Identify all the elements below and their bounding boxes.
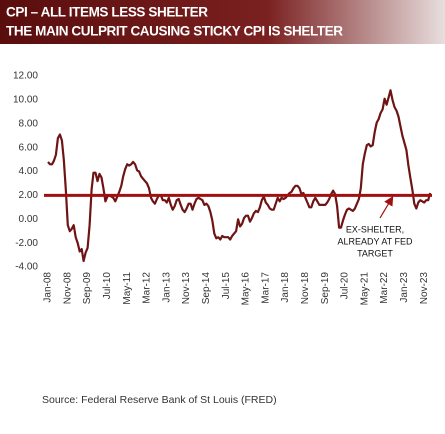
x-tick-label: Sep-14 — [201, 272, 212, 305]
x-tick-label: Jan-23 — [399, 272, 410, 303]
x-tick-label: Mar-12 — [142, 272, 153, 304]
x-tick-label: Nov-23 — [419, 272, 430, 305]
y-tick-label: 0.00 — [19, 214, 39, 225]
y-tick-label: 8.00 — [19, 118, 39, 129]
x-tick-label: Jan-08 — [43, 272, 54, 303]
x-tick-label: Jul-10 — [102, 272, 113, 300]
x-tick-label: May-21 — [359, 272, 370, 306]
annotation: EX-SHELTER, — [346, 224, 404, 234]
x-tick-label: Mar-17 — [260, 272, 271, 304]
header-band — [0, 0, 445, 44]
x-tick-label: Nov-13 — [181, 272, 192, 305]
arrow — [379, 195, 394, 219]
x-tick-label: May-11 — [122, 272, 133, 305]
x-tick-label: Nov-18 — [300, 272, 311, 305]
y-tick-label: 2.00 — [19, 190, 39, 201]
x-tick-label: Sep-09 — [82, 272, 93, 305]
title-line: THE MAIN CULPRIT CAUSING STICKY CPI IS S… — [6, 24, 343, 39]
y-tick-label: 6.00 — [19, 142, 39, 153]
y-tick-label: -4.00 — [15, 262, 38, 273]
x-tick-label: Jul-20 — [340, 272, 351, 300]
x-tick-label: May-16 — [241, 272, 252, 306]
x-tick-label: Mar-22 — [379, 272, 390, 304]
y-tick-label: 12.00 — [13, 71, 38, 82]
annotation: ALREADY AT FED — [337, 236, 413, 246]
x-tick-label: Jan-13 — [161, 272, 172, 303]
source: Source: Federal Reserve Bank of St Louis… — [42, 394, 277, 406]
title-line: CPI – ALL ITEMS LESS SHELTER — [6, 5, 208, 20]
x-tick-label: Jan-18 — [280, 272, 291, 303]
x-tick-label: Nov-08 — [62, 272, 73, 305]
annotation: TARGET — [357, 248, 393, 258]
y-tick-label: 4.00 — [19, 166, 39, 177]
y-tick-label: 10.00 — [13, 95, 38, 106]
x-tick-label: Sep-19 — [320, 272, 331, 305]
y-tick-label: -2.00 — [15, 238, 38, 249]
x-tick-label: Jul-15 — [221, 272, 232, 300]
